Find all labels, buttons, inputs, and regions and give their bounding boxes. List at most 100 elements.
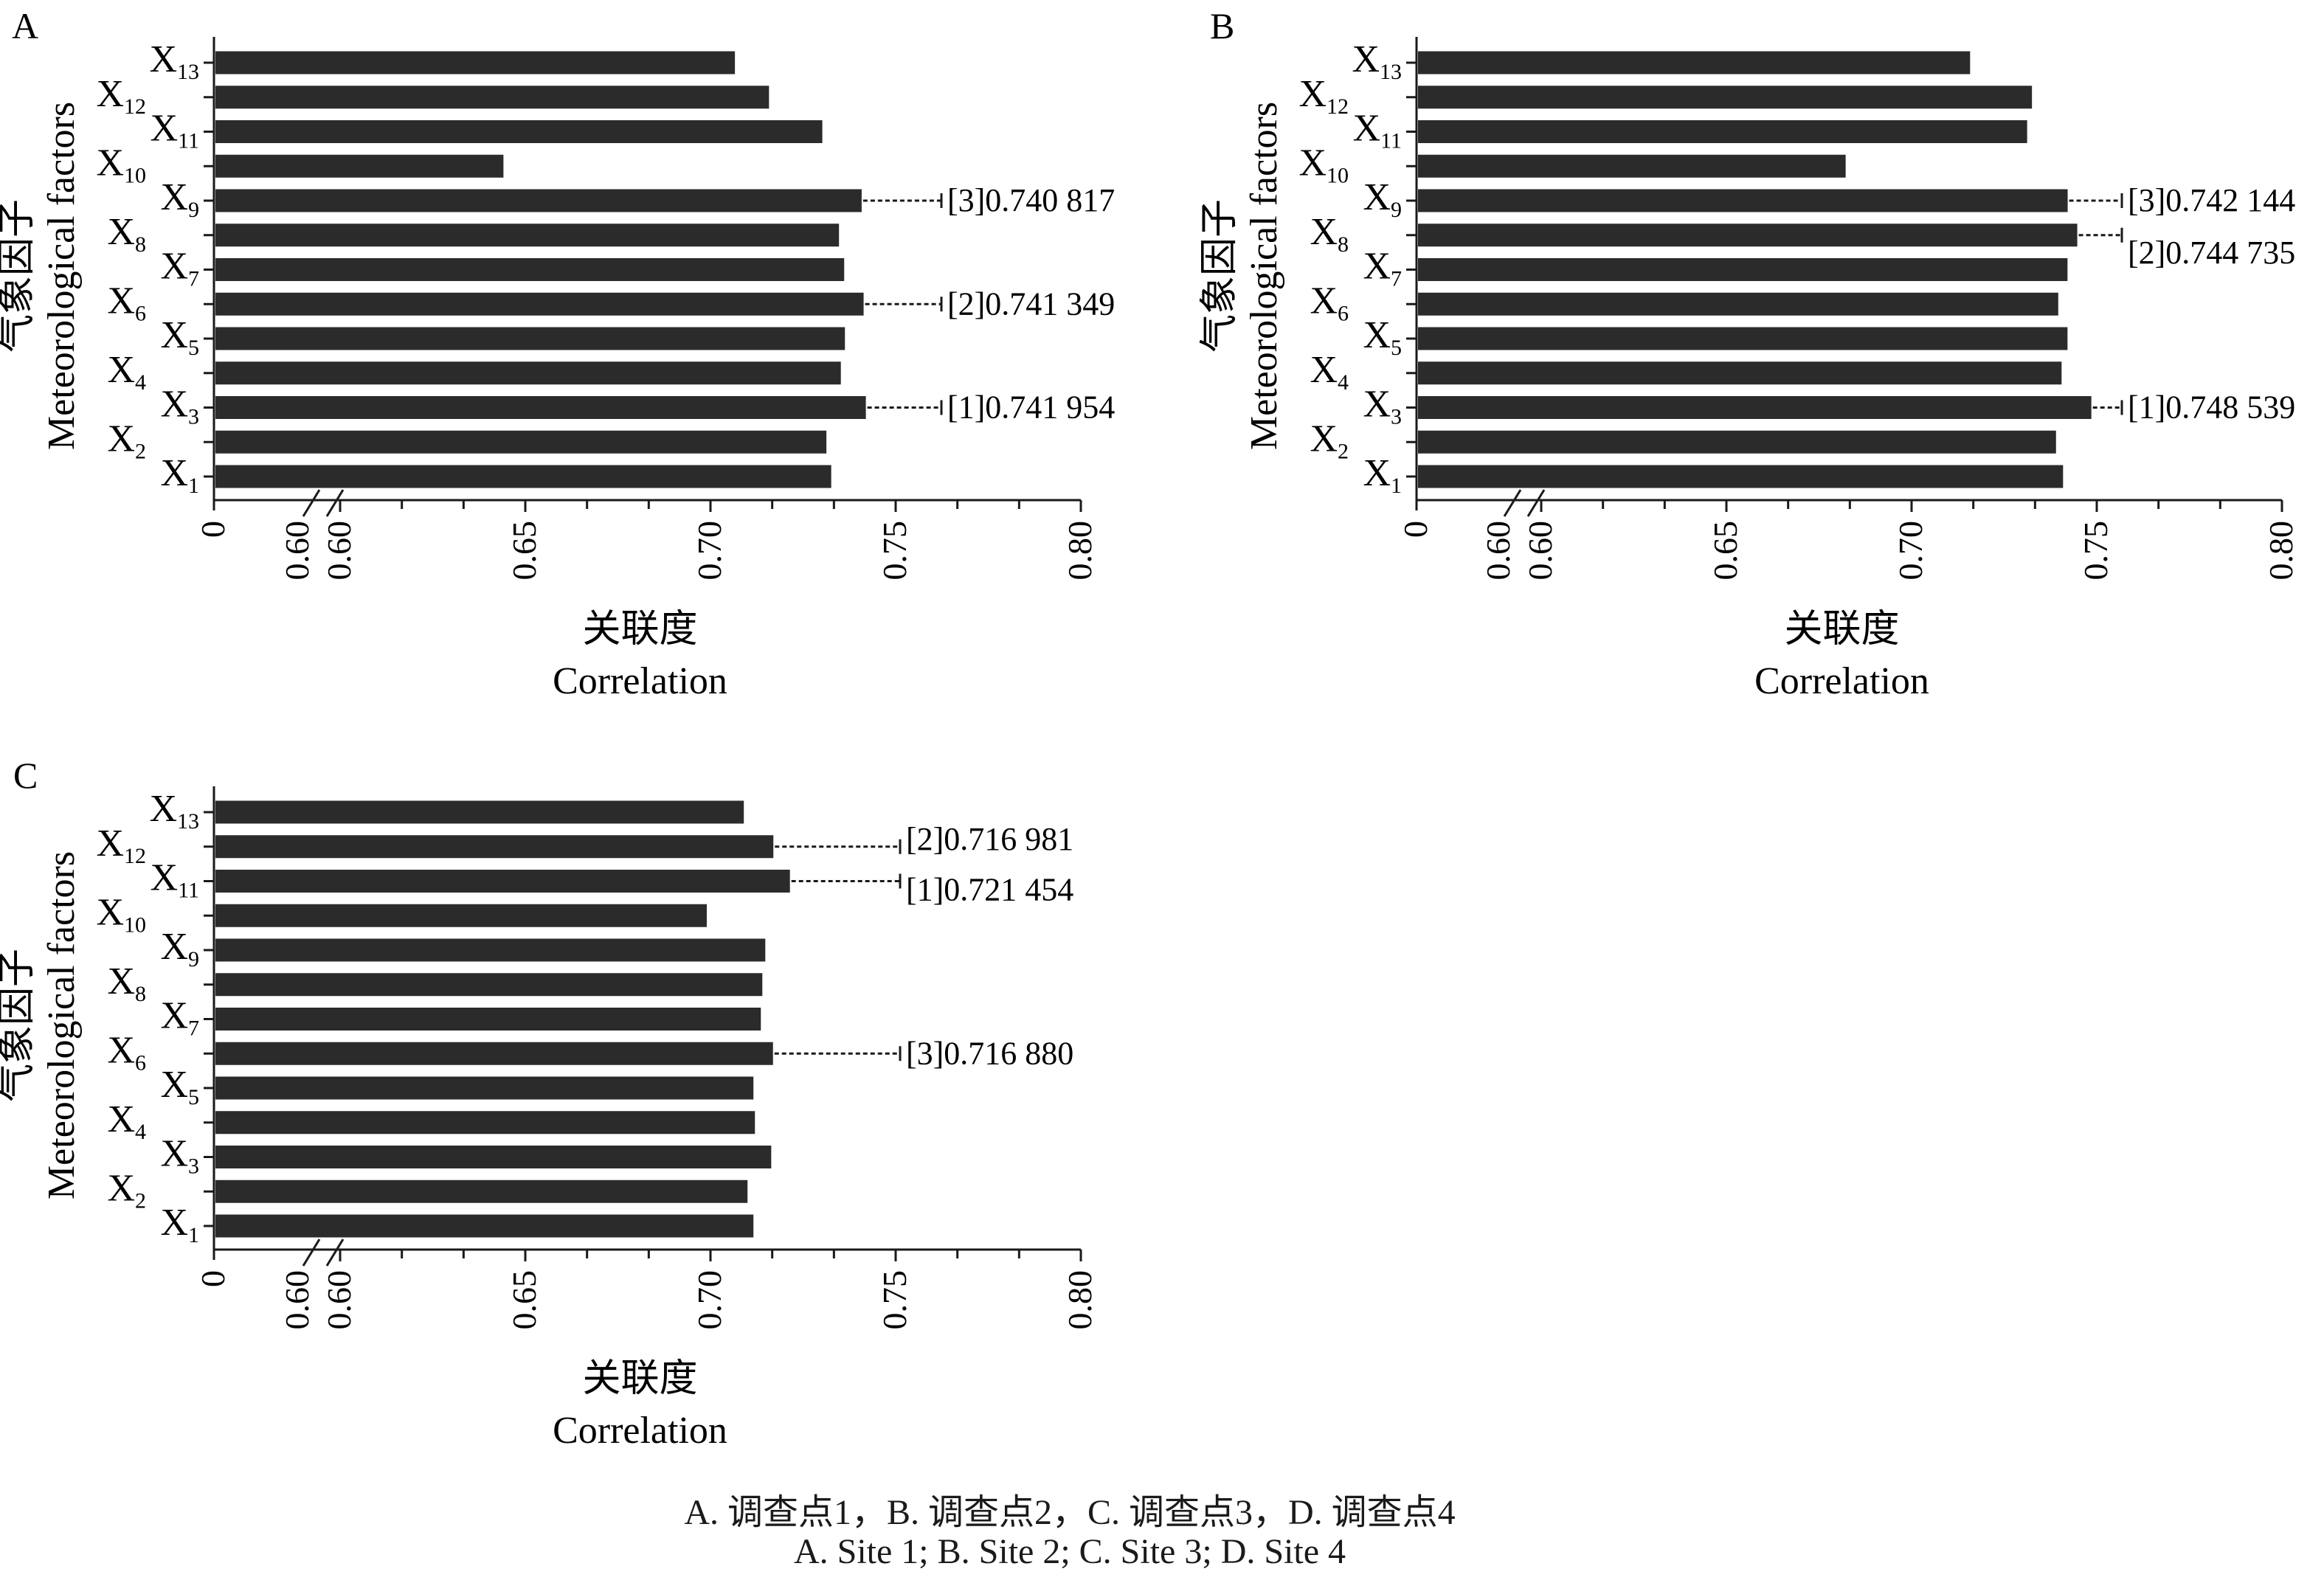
bar-X5 xyxy=(1418,327,2068,350)
y-tick-label-X12: X12 xyxy=(1298,73,1349,119)
y-tick-label-X2: X2 xyxy=(107,1167,146,1213)
x-tick-label: 0.75 xyxy=(876,1270,913,1330)
bar-X10 xyxy=(1418,154,1846,178)
y-tick-label-X1: X1 xyxy=(1363,452,1402,498)
annotation-label: [1]0.741 954 xyxy=(947,389,1115,426)
bar-X13 xyxy=(215,51,736,75)
y-tick-label-X7: X7 xyxy=(160,995,199,1041)
x-tick-label: 0 xyxy=(194,1270,232,1287)
y-tick-label-X5: X5 xyxy=(160,1064,199,1109)
y-tick-label-X9: X9 xyxy=(1363,176,1402,222)
x-axis-title-en: Correlation xyxy=(553,660,727,702)
y-tick-label-X7: X7 xyxy=(1363,246,1402,291)
y-tick-label-X6: X6 xyxy=(1310,280,1349,325)
annotation-label: [3]0.742 144 xyxy=(2128,182,2295,218)
bar-X5 xyxy=(215,327,845,350)
axis-break-mark xyxy=(302,1239,321,1267)
annotation-label: [2]0.716 981 xyxy=(906,821,1073,857)
x-tick-label: 0.75 xyxy=(876,521,913,581)
y-tick-label-X1: X1 xyxy=(160,452,199,498)
y-tick-label-X4: X4 xyxy=(1310,349,1349,395)
y-tick-label-X10: X10 xyxy=(96,142,146,187)
panel-C: C 0 0.60 0.60 0.65 0.70 0.75 0.80 关联度 Correlation… xyxy=(0,755,1099,1452)
x-axis-title-en: Correlation xyxy=(1754,660,1929,702)
bar-X6 xyxy=(215,1042,773,1065)
y-tick-label-X8: X8 xyxy=(107,211,146,257)
panel-B: B 0 0.60 0.60 0.65 0.70 0.75 0.80 关联度 Correlation… xyxy=(1199,5,2300,702)
bar-X1 xyxy=(215,1214,754,1238)
x-axis-title-en: Correlation xyxy=(553,1410,727,1452)
bar-X12 xyxy=(215,835,774,859)
caption-cn: A. 调查点1，B. 调查点2，C. 调查点3，D. 调查点4 xyxy=(684,1493,1456,1532)
bar-X9 xyxy=(215,938,766,962)
x-axis-title-cn: 关联度 xyxy=(582,1358,697,1400)
y-tick-label-X5: X5 xyxy=(1363,314,1402,360)
axis-break-mark xyxy=(325,489,345,517)
x-tick-label: 0.60 xyxy=(320,1270,358,1330)
y-tick-label-X8: X8 xyxy=(107,960,146,1006)
panel-A: A 0 0.60 0.60 0.65 0.70 0.75 0.80 关联度 Correlation… xyxy=(0,5,1115,702)
x-axis-title-cn: 关联度 xyxy=(1784,609,1899,651)
y-axis-title-en: Meteorological factors xyxy=(1243,102,1285,450)
axis-break-mark xyxy=(325,1239,345,1267)
panel-letter: C xyxy=(13,755,38,796)
annotation-label: [2]0.744 735 xyxy=(2128,235,2295,271)
y-tick-label-X8: X8 xyxy=(1310,211,1349,257)
y-axis-title-cn: 气象因子 xyxy=(1199,199,1241,353)
bar-X12 xyxy=(1418,86,2033,109)
y-axis-title-en: Meteorological factors xyxy=(41,102,83,450)
x-tick-label: 0.80 xyxy=(2262,521,2300,581)
bar-X7 xyxy=(215,1008,761,1030)
annotation-label: [1]0.721 454 xyxy=(906,872,1073,908)
bar-X9 xyxy=(1418,189,2068,212)
x-tick-label: 0.70 xyxy=(691,1270,728,1330)
x-tick-label: 0.60 xyxy=(278,1270,316,1330)
x-tick-label: 0.65 xyxy=(1706,521,1744,581)
y-tick-label-X4: X4 xyxy=(107,1098,146,1144)
y-tick-label-X11: X11 xyxy=(1353,108,1402,153)
bar-X2 xyxy=(1418,430,2056,454)
y-tick-label-X10: X10 xyxy=(96,891,146,937)
bar-X8 xyxy=(1418,224,2078,247)
y-tick-label-X12: X12 xyxy=(96,822,146,868)
x-tick-label: 0.60 xyxy=(278,521,316,581)
bar-X4 xyxy=(215,361,841,385)
bar-X7 xyxy=(215,258,845,281)
y-tick-label-X2: X2 xyxy=(107,418,146,463)
bar-X11 xyxy=(215,120,823,143)
y-tick-label-X3: X3 xyxy=(160,1133,199,1179)
y-tick-label-X3: X3 xyxy=(1363,384,1402,429)
bar-X3 xyxy=(215,1146,772,1168)
bar-X3 xyxy=(1418,396,2092,419)
bar-X1 xyxy=(215,465,831,488)
bar-X6 xyxy=(215,292,864,316)
y-tick-label-X11: X11 xyxy=(151,857,199,903)
x-tick-label: 0.70 xyxy=(691,521,728,581)
y-tick-label-X9: X9 xyxy=(160,176,199,222)
y-tick-label-X13: X13 xyxy=(149,38,199,84)
bar-X2 xyxy=(215,1180,748,1203)
y-tick-label-X3: X3 xyxy=(160,384,199,429)
bar-X8 xyxy=(215,224,840,247)
annotation-label: [1]0.748 539 xyxy=(2128,389,2295,426)
y-tick-label-X1: X1 xyxy=(160,1202,199,1247)
bar-X13 xyxy=(215,800,744,824)
panel-letter: B xyxy=(1210,5,1234,46)
x-tick-label: 0 xyxy=(1397,521,1434,538)
y-tick-label-X9: X9 xyxy=(160,926,199,971)
y-tick-label-X10: X10 xyxy=(1298,142,1349,187)
bar-X2 xyxy=(215,430,827,454)
bar-X11 xyxy=(215,870,790,893)
annotation-label: [3]0.740 817 xyxy=(947,182,1115,218)
bar-X7 xyxy=(1418,258,2068,281)
bar-X13 xyxy=(1418,51,1971,75)
bar-X10 xyxy=(215,904,707,927)
y-tick-label-X7: X7 xyxy=(160,246,199,291)
y-tick-label-X2: X2 xyxy=(1310,418,1349,463)
bar-X12 xyxy=(215,86,770,109)
axis-break-mark xyxy=(1526,489,1546,517)
y-tick-label-X11: X11 xyxy=(151,108,199,153)
bar-X9 xyxy=(215,189,862,212)
y-tick-label-X6: X6 xyxy=(107,1029,146,1075)
